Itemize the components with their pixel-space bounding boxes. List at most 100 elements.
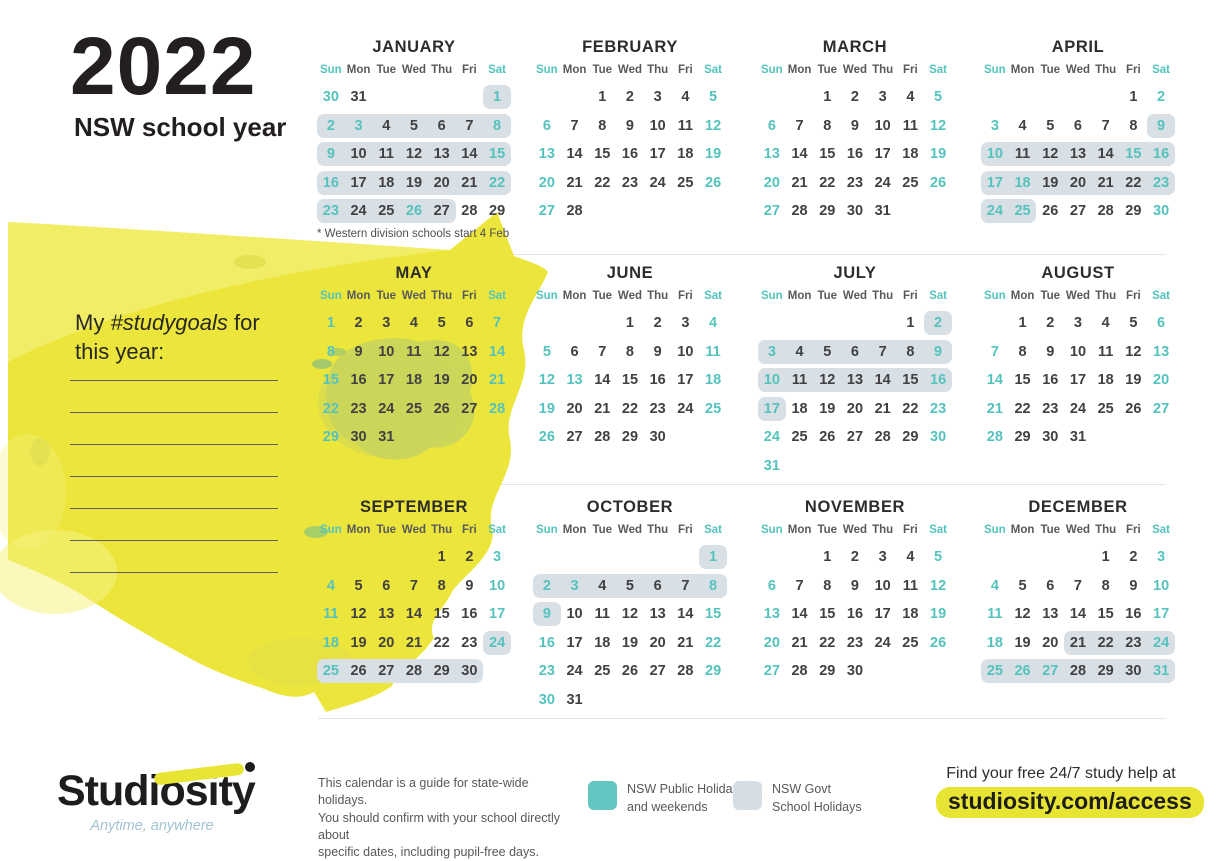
day-cell: 30: [930, 429, 947, 445]
day-cell: 29: [1125, 203, 1142, 219]
day-cell: 15: [594, 146, 611, 162]
weekday-label: Sun: [983, 524, 1006, 536]
day-cell: 24: [566, 663, 583, 679]
day-cell: 14: [455, 142, 484, 166]
weekday-label: Thu: [1095, 64, 1117, 76]
week-row: 24 25 26 27 28 29 30: [981, 199, 1175, 223]
day-cell-empty: [533, 545, 561, 569]
day-cell: 7: [1073, 577, 1082, 594]
legend-label: and weekends: [627, 799, 708, 814]
day-cell: 15: [705, 606, 722, 622]
day-cell: 10: [566, 606, 583, 622]
day-cell: 29: [819, 203, 836, 219]
day-cell: 7: [570, 117, 579, 134]
week-row: 9 10 11 12 13 14 15: [533, 602, 727, 626]
day-cell: 8: [437, 577, 446, 594]
day-cell-empty: [1036, 85, 1064, 109]
day-cell: 28: [986, 429, 1003, 445]
day-cell: 9: [533, 602, 561, 626]
day-cell: 12: [350, 606, 367, 622]
day-cell: 19: [930, 606, 947, 622]
month-december: DECEMBER Sun Mon Tue Wed Thu Fri Sat 1 2 3 4 5 6 7 8 9 10…: [981, 496, 1175, 688]
day-cell: 16: [924, 368, 952, 392]
weekday-label: Sun: [760, 64, 783, 76]
day-cell: 13: [841, 368, 869, 392]
month-title: MAY: [395, 264, 433, 282]
day-cell-empty: [672, 688, 700, 712]
day-cell-empty: [897, 199, 925, 223]
week-row: 18 19 20 21 22 23 24: [981, 630, 1175, 655]
day-cell: 6: [542, 117, 551, 134]
day-cell: 16: [317, 170, 345, 195]
day-cell: 9: [625, 117, 634, 134]
day-cell: 12: [930, 577, 947, 594]
day-cell: 12: [400, 142, 428, 166]
weekday-label: Fri: [462, 290, 477, 302]
day-cell: 19: [350, 634, 367, 651]
day-cell: 11: [705, 343, 721, 360]
goal-blank-line: [70, 477, 278, 509]
day-cell: 28: [791, 663, 808, 679]
day-cell: 23: [461, 634, 478, 651]
day-cell: 5: [709, 89, 718, 105]
weekday-label: Fri: [678, 524, 693, 536]
day-cell: 15: [819, 146, 836, 162]
weekday-label: Mon: [787, 290, 812, 302]
day-cell: 28: [791, 203, 808, 219]
day-cell-empty: [456, 425, 484, 449]
day-cell-empty: [897, 659, 925, 683]
day-cell: 23: [538, 663, 555, 679]
day-cell: 31: [763, 457, 780, 474]
day-cell: 16: [1042, 372, 1059, 388]
weekday-label: Tue: [1040, 64, 1061, 76]
day-cell: 20: [461, 372, 478, 388]
day-cell-empty: [616, 199, 644, 223]
weekday-label: Sun: [535, 524, 558, 536]
day-cell: 26: [621, 663, 639, 679]
week-row: 5 6 7 8 9 10 11: [533, 340, 727, 364]
weekday-label: Sun: [983, 64, 1006, 76]
day-cell: 27: [566, 429, 583, 445]
day-cell: 3: [560, 573, 589, 598]
day-cell-empty: [1009, 545, 1037, 569]
day-cell: 14: [594, 372, 611, 388]
day-cell: 17: [344, 170, 373, 195]
day-cell-empty: [483, 425, 511, 449]
day-cell: 28: [400, 659, 428, 683]
goals-hashtag: #studygoals: [110, 310, 228, 335]
weekday-label: Fri: [1126, 64, 1141, 76]
day-cell: 5: [542, 343, 551, 360]
day-cell: 6: [1046, 577, 1055, 594]
day-cell: 29: [705, 663, 722, 679]
day-cell: 8: [1129, 117, 1138, 134]
weekday-label: Sun: [983, 290, 1006, 302]
day-cell: 26: [400, 199, 428, 223]
week-row: 30 31: [533, 688, 727, 712]
day-cell: 16: [621, 146, 639, 162]
week-row: 6 7 8 9 10 11 12: [758, 574, 952, 598]
day-cell: 24: [677, 400, 694, 417]
day-cell: 29: [1091, 659, 1120, 683]
weekday-label: Sat: [1152, 64, 1171, 76]
day-cell: 13: [427, 142, 456, 166]
day-cell: 6: [427, 113, 456, 138]
day-cell: 2: [653, 315, 662, 331]
day-cell-empty: [841, 311, 869, 335]
month-note: * Western division schools start 4 Feb: [317, 228, 510, 240]
weekday-label: Tue: [592, 524, 613, 536]
day-cell-empty: [644, 688, 672, 712]
week-row: 1 2 3 4 5: [533, 85, 727, 109]
day-cell: 28: [1064, 659, 1092, 683]
day-cell: 7: [409, 577, 418, 594]
week-row: 18 19 20 21 22 23 24: [317, 630, 511, 655]
day-cell: 21: [986, 400, 1003, 417]
weekday-label: Thu: [1095, 524, 1117, 536]
day-cell: 6: [767, 117, 776, 134]
weekday-label: Sun: [319, 524, 342, 536]
month-october: OCTOBER Sun Mon Tue Wed Thu Fri Sat 1 2 3 4 5 6 7 8 9 10 1…: [533, 496, 727, 716]
day-cell-empty: [813, 454, 841, 478]
day-cell: 12: [813, 368, 842, 392]
studiosity-access-link[interactable]: studiosity.com/access: [936, 787, 1204, 818]
